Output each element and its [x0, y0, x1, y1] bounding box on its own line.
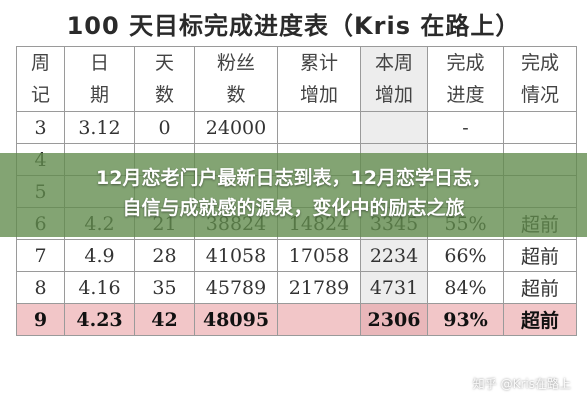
- header-row: 周记日期天数粉丝数累计 增加 本周 增加 完成 进度 完成 情况: [16, 46, 577, 112]
- header-cell-line: 天: [154, 52, 174, 74]
- header-cell: 粉丝数: [194, 46, 278, 112]
- table-cell: 0: [134, 111, 195, 144]
- header-cell-line: 数: [226, 84, 246, 106]
- table-cell: 41058: [194, 239, 278, 272]
- table-row: 7 4.9 28 41058 17058 2234 66% 超前: [16, 239, 577, 272]
- header-cell-line: 增加: [374, 84, 413, 106]
- header-cell-line: 粉丝: [216, 52, 255, 74]
- banner-line-2: 自信与成就感的源泉，变化中的励志之旅: [122, 197, 465, 219]
- table-cell: 66%: [427, 239, 504, 272]
- table-cell: 45789: [194, 271, 278, 304]
- header-cell: 本周 增加: [360, 46, 428, 112]
- table-cell: 超前: [503, 239, 577, 272]
- header-cell-line: 周: [30, 52, 50, 74]
- watermark: 知乎 @Kris在路上: [472, 377, 571, 391]
- table-cell: 84%: [427, 271, 504, 304]
- table-cell: 28: [134, 239, 195, 272]
- header-cell-line: 期: [89, 84, 109, 106]
- header-cell-line: 数: [154, 84, 174, 106]
- table-cell: 24000: [194, 111, 278, 144]
- table-cell: 2234: [360, 239, 428, 272]
- table-cell: [277, 111, 361, 144]
- header-cell: 日期: [64, 46, 135, 112]
- header-cell-line: 日: [89, 52, 109, 74]
- header-cell: 天数: [134, 46, 195, 112]
- header-cell-line: 情况: [520, 84, 559, 106]
- header-cell: 累计 增加: [277, 46, 361, 112]
- table-cell: -: [427, 111, 504, 144]
- table-cell: 4.9: [64, 239, 135, 272]
- header-cell: 完成 情况: [503, 46, 577, 112]
- table-cell: [277, 303, 361, 336]
- table-cell: 超前: [503, 271, 577, 304]
- table-cell: 17058: [277, 239, 361, 272]
- table-cell: 9: [16, 303, 65, 336]
- table-cell: [360, 111, 428, 144]
- header-cell-line: 完成: [446, 52, 485, 74]
- table-cell: [503, 111, 577, 144]
- table-cell: 3: [16, 111, 65, 144]
- table-row: 8 4.16 35 45789 21789 4731 84% 超前: [16, 271, 577, 304]
- table-cell: 35: [134, 271, 195, 304]
- header-cell-line: 记: [30, 84, 50, 106]
- table-cell: 7: [16, 239, 65, 272]
- overlay-banner: 12月恋老门户最新日志到表，12月恋学日志， 自信与成就感的源泉，变化中的励志之…: [0, 153, 587, 237]
- header-cell-line: 进度: [446, 84, 485, 106]
- table-cell: 4.16: [64, 271, 135, 304]
- header-cell-line: 累计: [299, 52, 338, 74]
- header-cell-line: 完成: [520, 52, 559, 74]
- table-cell: 93%: [427, 303, 504, 336]
- header-cell-line: 增加: [299, 84, 338, 106]
- table-row: 9 4.23 42 48095 2306 93% 超前: [16, 303, 577, 336]
- header-cell: 完成 进度: [427, 46, 504, 112]
- table-cell: 48095: [194, 303, 278, 336]
- banner-line-1: 12月恋老门户最新日志到表，12月恋学日志，: [96, 167, 491, 189]
- table-cell: 2306: [360, 303, 428, 336]
- table-cell: 超前: [503, 303, 577, 336]
- table-cell: 3.12: [64, 111, 135, 144]
- table-cell: 21789: [277, 271, 361, 304]
- table-row: 3 3.12 0 24000 -: [16, 111, 577, 144]
- banner-text: 12月恋老门户最新日志到表，12月恋学日志， 自信与成就感的源泉，变化中的励志之…: [0, 163, 587, 223]
- table-cell: 4.23: [64, 303, 135, 336]
- table-cell: 8: [16, 271, 65, 304]
- table-cell: 42: [134, 303, 195, 336]
- header-cell-line: 本周: [374, 52, 413, 74]
- header-cell: 周记: [16, 46, 65, 112]
- table-cell: 4731: [360, 271, 428, 304]
- table-title: 100 天目标完成进度表（Kris 在路上）: [66, 12, 521, 40]
